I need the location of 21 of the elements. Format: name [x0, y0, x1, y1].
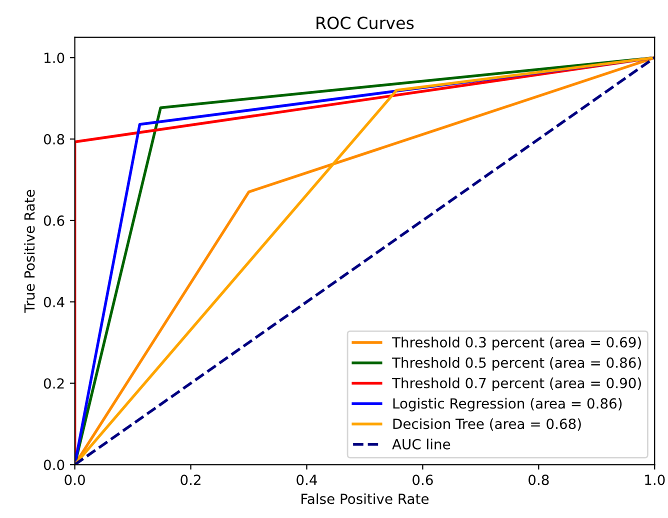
y-tick-label: 0.8	[44, 134, 64, 145]
y-tick-label: 0.4	[44, 296, 64, 308]
legend-label: Threshold 0.5 percent (area = 0.86)	[392, 357, 641, 371]
y-tick-label: 0.0	[44, 460, 64, 470]
y-axis-title: True Positive Rate	[24, 190, 35, 313]
x-tick-label: 0.4	[296, 474, 318, 486]
legend-label: Decision Tree (area = 0.68)	[393, 418, 581, 431]
legend-label: Threshold 0.3 percent (area = 0.69)	[392, 336, 641, 350]
legend-label: AUC line	[392, 438, 450, 450]
y-tick-label: 0.6	[44, 215, 64, 226]
x-tick-label: 0.0	[64, 474, 85, 486]
x-tick-label: 0.6	[412, 474, 433, 486]
legend-label: Threshold 0.7 percent (area = 0.90)	[392, 378, 641, 391]
chart-title: ROC Curves	[316, 16, 414, 30]
x-axis-title: False Positive Rate	[302, 493, 429, 504]
legend-label: Logistic Regression (area = 0.86)	[393, 398, 622, 412]
y-tick-label: 0.2	[44, 378, 64, 389]
x-tick-label: 0.2	[180, 474, 200, 486]
x-tick-label: 1.0	[645, 474, 665, 486]
x-tick-label: 0.8	[528, 474, 549, 486]
y-tick-label: 1.0	[44, 52, 64, 64]
